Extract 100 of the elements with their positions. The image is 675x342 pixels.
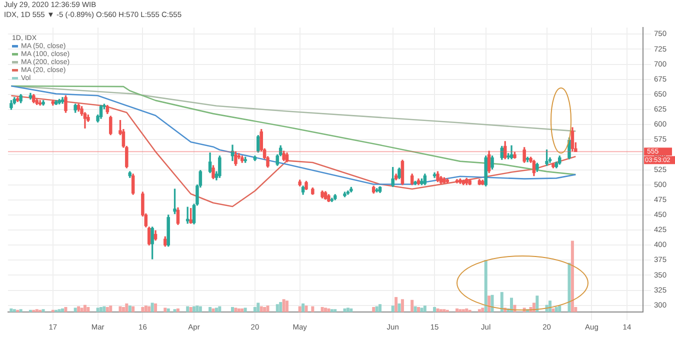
bar [536, 296, 539, 312]
bar [439, 309, 442, 312]
bar [192, 306, 196, 312]
bar [148, 306, 151, 312]
bar [74, 308, 77, 312]
bar [568, 262, 571, 312]
bar [455, 308, 458, 312]
bar [398, 303, 401, 312]
bar [61, 308, 64, 312]
bar [100, 307, 103, 312]
bar [234, 308, 238, 312]
bar [500, 292, 504, 312]
bar [478, 309, 481, 312]
bar [346, 308, 350, 312]
bar [350, 308, 353, 312]
bar [458, 309, 462, 312]
bar [375, 306, 378, 312]
bar [320, 307, 324, 312]
bar [423, 306, 426, 312]
bar [230, 307, 234, 312]
bar [128, 306, 132, 312]
bar [118, 306, 122, 312]
bar [436, 308, 440, 312]
bar [189, 307, 192, 312]
bar [237, 308, 240, 312]
bar [240, 308, 244, 312]
bar [244, 308, 247, 312]
bar [420, 308, 424, 312]
bar [132, 306, 135, 312]
bar [558, 306, 562, 312]
bar [279, 302, 282, 312]
bar [106, 307, 109, 312]
bar [462, 309, 465, 312]
bar [109, 306, 112, 312]
bar [173, 309, 176, 312]
bar [490, 294, 494, 312]
bar [166, 308, 170, 312]
bar [282, 299, 286, 312]
bar [266, 306, 270, 312]
bar [304, 306, 308, 312]
bar [164, 308, 167, 312]
bar [442, 309, 446, 312]
bar [35, 309, 38, 312]
bar [19, 309, 22, 312]
bar [208, 307, 212, 312]
bar [12, 309, 16, 312]
bar [343, 308, 346, 312]
bar [378, 304, 382, 312]
bar [150, 302, 154, 312]
bar [214, 308, 218, 312]
bar [196, 306, 199, 312]
bar [64, 307, 68, 312]
bar [83, 304, 86, 312]
bar [510, 298, 514, 312]
bar [10, 308, 13, 312]
bar [433, 307, 436, 312]
bar [417, 307, 420, 312]
bar [334, 309, 337, 312]
bar [465, 308, 468, 312]
bar [330, 309, 334, 312]
bar [570, 240, 574, 312]
bar [410, 300, 414, 312]
bar [256, 302, 260, 312]
bar [298, 306, 302, 312]
bar [302, 303, 305, 312]
bar [554, 307, 558, 312]
bar [286, 300, 289, 312]
bar [144, 306, 148, 312]
bar [86, 307, 90, 312]
bar [212, 308, 215, 312]
bar [77, 306, 80, 312]
bar [198, 306, 202, 312]
bar [391, 306, 394, 312]
bar [311, 306, 314, 312]
bar [102, 306, 106, 312]
bar [141, 307, 144, 312]
bar [42, 309, 45, 312]
bar [176, 308, 180, 312]
bar [484, 260, 488, 312]
bar [400, 299, 404, 312]
bar [481, 308, 484, 312]
bar [552, 308, 555, 312]
bar [260, 306, 263, 312]
bar [125, 303, 128, 312]
bar [58, 309, 61, 312]
bar [96, 308, 100, 312]
bar [488, 296, 491, 312]
bar [263, 307, 266, 312]
bar [154, 303, 158, 312]
bar [327, 308, 330, 312]
bar [324, 308, 327, 312]
bar [218, 306, 222, 312]
bar [394, 297, 398, 312]
bar [372, 307, 376, 312]
bar [414, 306, 417, 312]
bar [548, 300, 552, 312]
bar [80, 308, 84, 312]
bar [122, 307, 125, 312]
bar [276, 304, 279, 312]
bar [186, 306, 190, 312]
